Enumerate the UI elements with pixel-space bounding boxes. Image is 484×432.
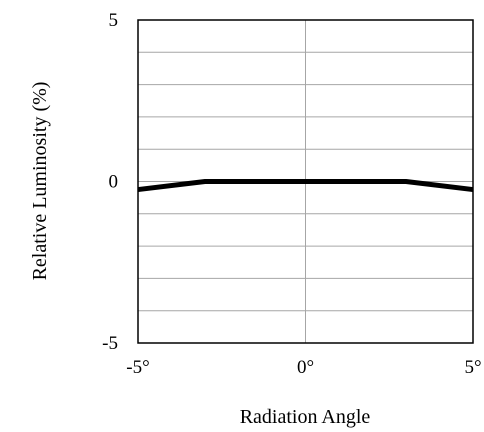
y-axis-tick-labels: 5 0 -5 (102, 10, 118, 354)
y-tick-label: 0 (109, 172, 119, 193)
y-tick-label: 5 (109, 10, 119, 31)
x-axis-title: Radiation Angle (240, 406, 371, 428)
series-line-0 (137, 179, 474, 193)
x-tick-label: 5° (464, 357, 481, 378)
x-axis-tick-labels: -5° 0° 5° (126, 357, 481, 378)
y-axis-title: Relative Luminosity (%) (29, 82, 51, 281)
x-tick-label: -5° (126, 357, 149, 378)
y-tick-label: -5 (102, 333, 118, 354)
series-layer (137, 179, 474, 193)
plot-area-frame (137, 19, 474, 344)
x-tick-label: 0° (297, 357, 314, 378)
